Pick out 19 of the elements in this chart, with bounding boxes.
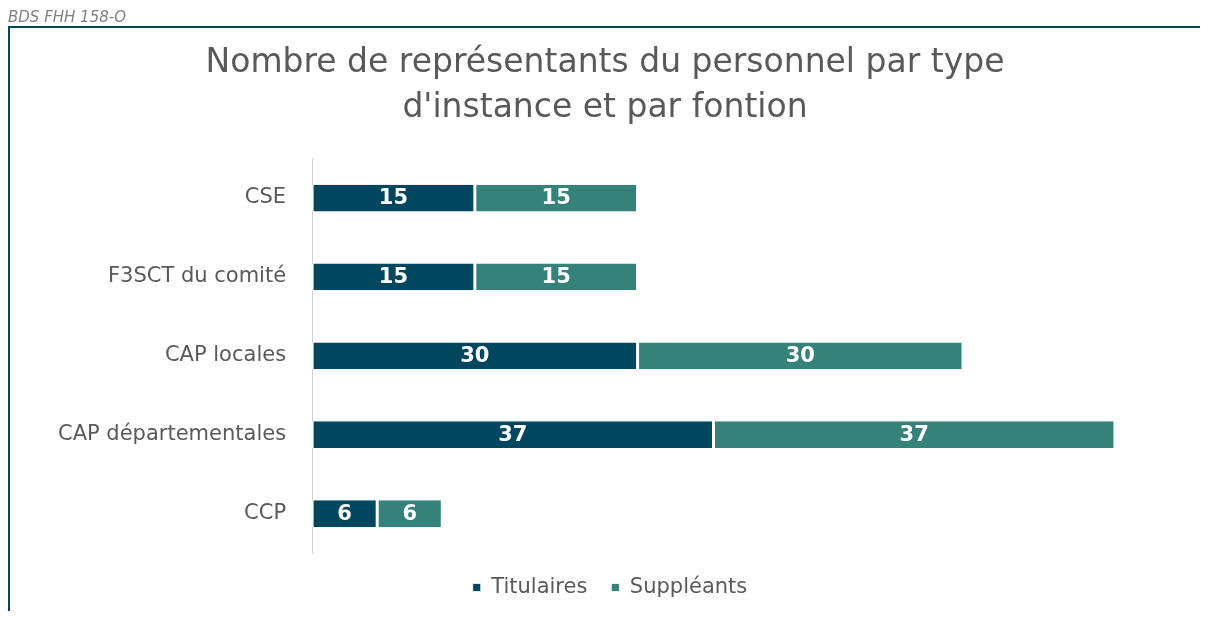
data-label: 15 [378,185,409,210]
y-tick-label: CAP locales [164,342,287,367]
legend-label: Suppléants [629,573,748,598]
data-label: 6 [402,501,418,526]
y-tick-label: CCP [244,500,287,525]
data-label: 37 [498,422,528,447]
data-label: 6 [337,501,352,526]
legend-label: Titulaires [490,573,588,598]
data-label: 30 [785,343,815,368]
y-tick-label: CSE [244,184,287,209]
data-label: 30 [460,343,490,368]
y-tick-label: F3SCT du comité [107,263,287,288]
data-label: 15 [541,185,571,210]
text: BDS FHH 158-O [8,8,127,26]
y-tick-label: CAP départementales [57,421,287,446]
data-label: 15 [378,264,409,289]
data-label: 15 [541,264,571,289]
data-label: 37 [899,422,929,447]
chart-title: Nombre de représentants du personnel par type d'instance et par fontion [204,40,1006,127]
